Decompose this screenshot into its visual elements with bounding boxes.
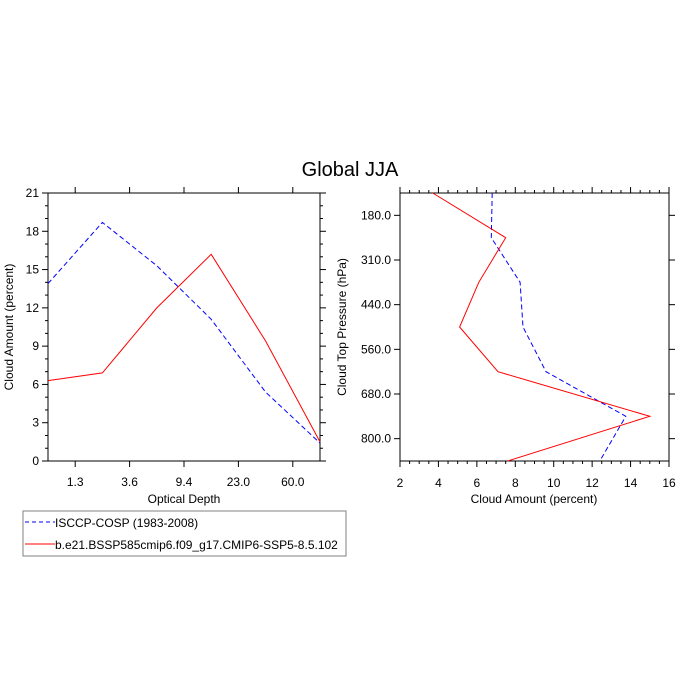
right-xlabel: Cloud Amount (percent) xyxy=(471,492,598,506)
right-ylabel: Cloud Top Pressure (hPa) xyxy=(335,258,349,396)
right-panel: Cloud Amount (percent) Cloud Top Pressur… xyxy=(335,187,676,506)
right-plot-frame xyxy=(399,192,670,462)
right-x-tick-label: 12 xyxy=(585,476,599,490)
left-x-tick-label: 9.4 xyxy=(176,475,193,489)
left-y-tick-label: 3 xyxy=(32,416,39,430)
legend: ISCCP-COSP (1983-2008) b.e21.BSSP585cmip… xyxy=(22,510,347,557)
chart-title: Global JJA xyxy=(302,159,399,181)
right-y-tick-label: 310.0 xyxy=(361,253,391,267)
right-x-tick-label: 10 xyxy=(547,476,561,490)
left-y-tick-label: 6 xyxy=(32,377,39,391)
legend-label-model: b.e21.BSSP585cmip6.f09_g17.CMIP6-SSP5-8.… xyxy=(55,538,338,552)
left-y-tick-label: 21 xyxy=(26,186,40,200)
right-x-tick-label: 4 xyxy=(435,476,442,490)
left-y-tick-label: 12 xyxy=(26,301,40,315)
left-x-tick-label: 23.0 xyxy=(227,475,251,489)
right-x-tick-label: 14 xyxy=(624,476,638,490)
right-x-tick-label: 16 xyxy=(662,476,676,490)
left-series-line-0 xyxy=(47,221,321,444)
left-y-tick-label: 9 xyxy=(32,339,39,353)
right-x-tick-label: 2 xyxy=(397,476,404,490)
left-ylabel: Cloud Amount (percent) xyxy=(2,264,16,391)
left-y-tick-label: 15 xyxy=(26,263,40,277)
right-y-tick-label: 440.0 xyxy=(361,298,391,312)
left-x-tick-label: 3.6 xyxy=(121,475,138,489)
left-plot-frame xyxy=(47,192,321,462)
left-xlabel: Optical Depth xyxy=(148,492,221,506)
left-y-tick-label: 0 xyxy=(32,454,39,468)
right-y-tick-label: 680.0 xyxy=(361,387,391,401)
legend-box xyxy=(22,510,347,557)
right-x-tick-label: 8 xyxy=(512,476,519,490)
left-x-tick-label: 1.3 xyxy=(67,475,84,489)
right-series-line-0 xyxy=(490,192,627,462)
left-y-tick-label: 18 xyxy=(26,224,40,238)
left-x-tick-label: 60.0 xyxy=(281,475,305,489)
right-y-tick-label: 560.0 xyxy=(361,342,391,356)
right-y-tick-label: 800.0 xyxy=(361,432,391,446)
left-panel: Optical Depth Cloud Amount (percent) 0 3 6… xyxy=(2,186,326,506)
right-series-line-1 xyxy=(432,192,652,462)
right-x-tick-label: 6 xyxy=(474,476,481,490)
left-series-line-1 xyxy=(47,253,321,443)
legend-label-obs: ISCCP-COSP (1983-2008) xyxy=(55,516,198,530)
right-y-tick-label: 180.0 xyxy=(361,208,391,222)
